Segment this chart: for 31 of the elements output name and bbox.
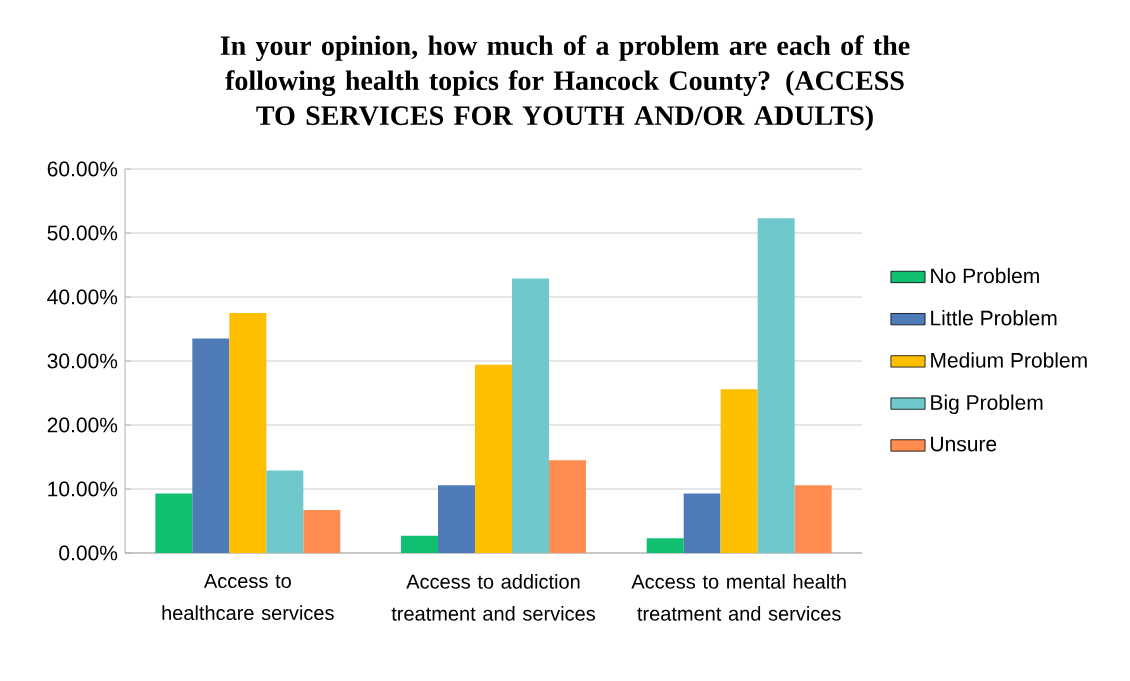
y-tick-label: 50.00% [47, 225, 118, 241]
bar [794, 485, 832, 553]
y-tick-label: 30.00% [47, 353, 118, 369]
bar [438, 485, 476, 553]
bar [512, 278, 549, 553]
legend-label: Big Problem [931, 394, 1043, 415]
bar [229, 313, 267, 553]
bar [757, 218, 795, 553]
x-tick-label: Access to healthcare services [162, 574, 334, 621]
bar [720, 389, 758, 553]
y-tick-label: 10.00% [48, 481, 118, 497]
legend-label: Unsure [931, 436, 997, 452]
y-tick-label: 40.00% [47, 289, 118, 305]
y-tick-label: 20.00% [47, 417, 118, 433]
y-tick-label: 0.00% [59, 545, 118, 561]
chart-title: In your opinion, how much of a problem are each of the following health topics for Hancock County? (ACCESS TO SERVICES FOR YOUTH AND/OR ADULTS) [220, 35, 910, 131]
bar [401, 535, 438, 553]
x-tick-label: Access to mental health treatment and services [631, 574, 846, 621]
bar [549, 460, 587, 553]
bar [683, 493, 721, 553]
legend-label: Little Problem [931, 310, 1057, 326]
bar [266, 470, 304, 553]
bar [192, 338, 230, 553]
legend-label: No Problem [931, 267, 1039, 284]
legend-label: Medium Problem [931, 352, 1087, 368]
bar [475, 364, 513, 553]
y-tick-label: 60.00% [47, 161, 118, 177]
bar [155, 493, 193, 553]
bar [303, 510, 341, 553]
bar [646, 538, 684, 553]
x-tick-label: Access to addiction treatment and services [391, 574, 596, 621]
